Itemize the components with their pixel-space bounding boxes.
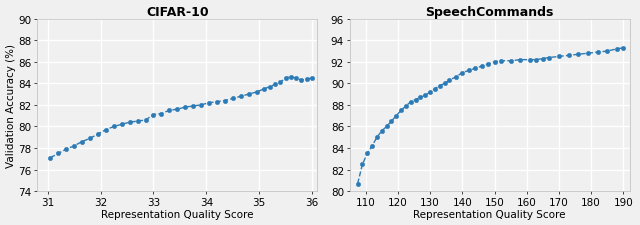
Title: CIFAR-10: CIFAR-10 xyxy=(146,6,209,18)
Title: SpeechCommands: SpeechCommands xyxy=(426,6,554,18)
Y-axis label: Validation Accuracy (%): Validation Accuracy (%) xyxy=(6,44,15,167)
X-axis label: Representation Quality Score: Representation Quality Score xyxy=(413,209,566,219)
X-axis label: Representation Quality Score: Representation Quality Score xyxy=(101,209,253,219)
